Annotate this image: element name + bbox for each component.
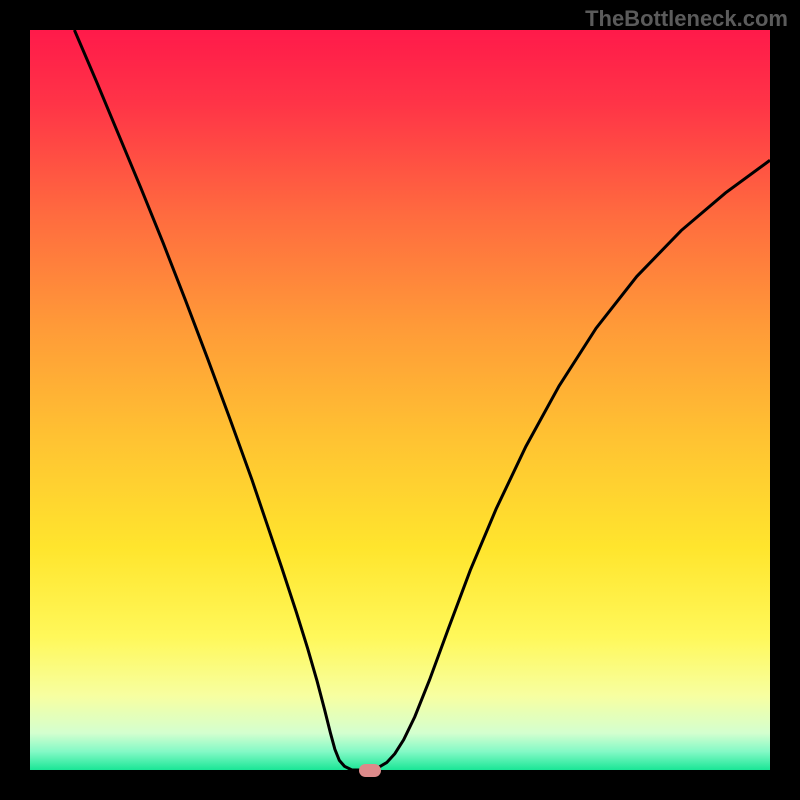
curve-path bbox=[74, 30, 770, 770]
plot-area bbox=[30, 30, 770, 770]
watermark-text: TheBottleneck.com bbox=[585, 6, 788, 32]
bottleneck-marker bbox=[359, 764, 381, 777]
bottleneck-curve bbox=[30, 30, 770, 770]
